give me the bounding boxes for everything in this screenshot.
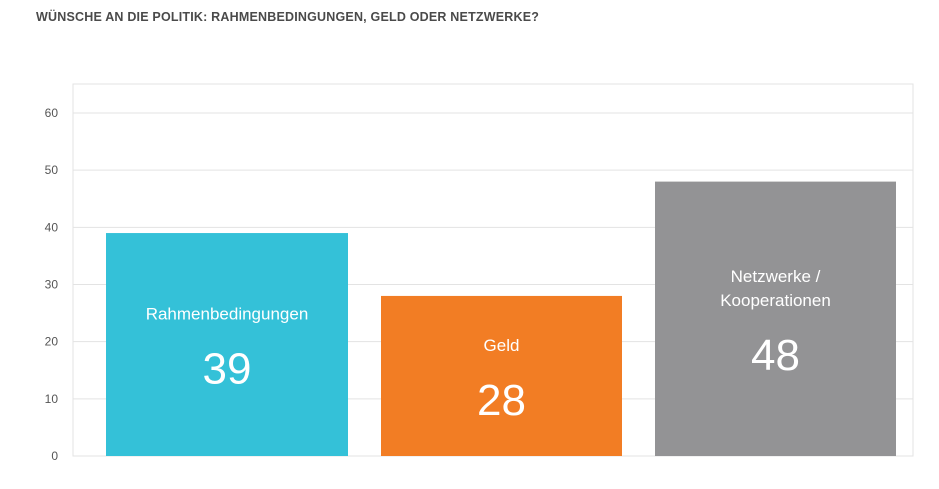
chart-title: WÜNSCHE AN DIE POLITIK: RAHMENBEDINGUNGE… (36, 10, 540, 24)
y-axis-ticks: 0 10 20 30 40 50 60 (45, 106, 59, 463)
y-tick-label: 40 (45, 220, 59, 234)
bar-label: Rahmenbedingungen (146, 305, 309, 324)
y-tick-label: 10 (45, 392, 59, 406)
y-tick-label: 50 (45, 163, 59, 177)
bars: Rahmenbedingungen 39 Geld 28 Netzwerke / Koop… (106, 181, 896, 456)
bar-label: Kooperationen (720, 291, 831, 310)
bar (655, 181, 896, 456)
bar-label: Geld (484, 336, 520, 355)
bar (381, 295, 622, 456)
y-tick-label: 20 (45, 335, 59, 349)
y-tick-label: 30 (45, 278, 59, 292)
bar-label: Netzwerke / (731, 267, 821, 286)
y-tick-label: 0 (51, 449, 58, 463)
y-tick-label: 60 (45, 106, 59, 120)
bar-value: 39 (203, 345, 252, 394)
bar (106, 233, 348, 456)
bar-value: 48 (751, 331, 800, 380)
bar-value: 28 (477, 376, 526, 425)
